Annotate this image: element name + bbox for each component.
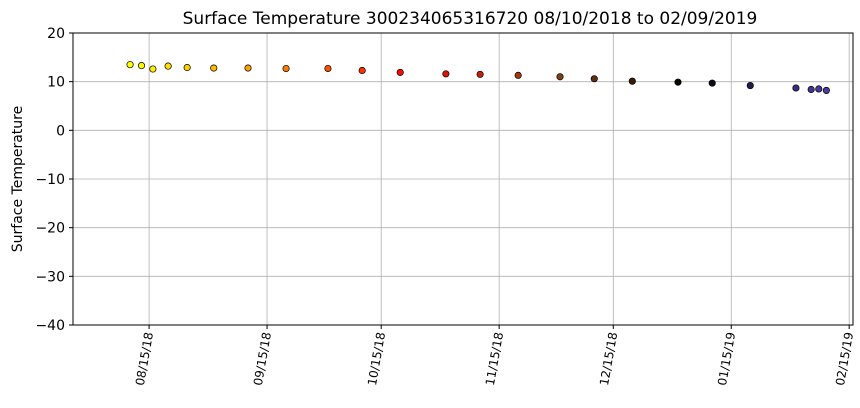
data-point: [149, 65, 157, 73]
data-points: [126, 61, 830, 94]
x-tick-label: 11/15/18: [483, 331, 506, 387]
y-tick-label: 0: [56, 123, 65, 139]
y-tick-label: −10: [35, 172, 65, 188]
data-point: [476, 70, 484, 78]
data-point: [126, 61, 134, 69]
data-point: [210, 64, 218, 72]
data-point: [514, 71, 522, 79]
y-tick-label: 10: [47, 75, 65, 91]
data-point: [137, 62, 146, 70]
data-point: [183, 64, 191, 72]
x-axis-ticks: 08/15/18 09/15/18 10/15/18 11/15/18 12/15/18…: [133, 325, 856, 387]
data-point: [807, 85, 815, 94]
y-axis-label: Surface Temperature: [10, 106, 26, 252]
data-point: [792, 84, 800, 92]
data-point: [244, 64, 252, 72]
y-axis-ticks: 20 10 0 −10 −20 −30 −40: [35, 26, 73, 334]
data-point: [746, 82, 754, 90]
data-point: [164, 62, 172, 70]
y-tick-label: −20: [35, 221, 65, 237]
y-tick-label: 20: [47, 26, 65, 42]
data-point: [815, 85, 823, 93]
data-point: [556, 73, 564, 81]
data-point: [282, 64, 290, 73]
data-point: [442, 70, 450, 78]
data-point: [708, 79, 716, 87]
data-point: [628, 77, 636, 85]
data-point: [396, 68, 404, 76]
data-point: [590, 75, 598, 83]
x-tick-label: 08/15/18: [133, 331, 156, 387]
y-tick-label: −30: [35, 269, 65, 285]
x-tick-label: 09/15/18: [251, 331, 274, 387]
data-point: [324, 64, 332, 73]
data-point: [822, 86, 830, 94]
data-point: [358, 66, 366, 75]
chart-title: Surface Temperature 300234065316720 08/1…: [183, 9, 758, 29]
data-point: [674, 78, 682, 86]
x-tick-label: 10/15/18: [365, 331, 388, 387]
x-tick-label: 02/15/19: [833, 331, 856, 387]
x-tick-label: 12/15/18: [597, 331, 620, 387]
x-tick-label: 01/15/19: [715, 331, 738, 387]
y-tick-label: −40: [35, 318, 65, 334]
grid: [73, 32, 853, 326]
